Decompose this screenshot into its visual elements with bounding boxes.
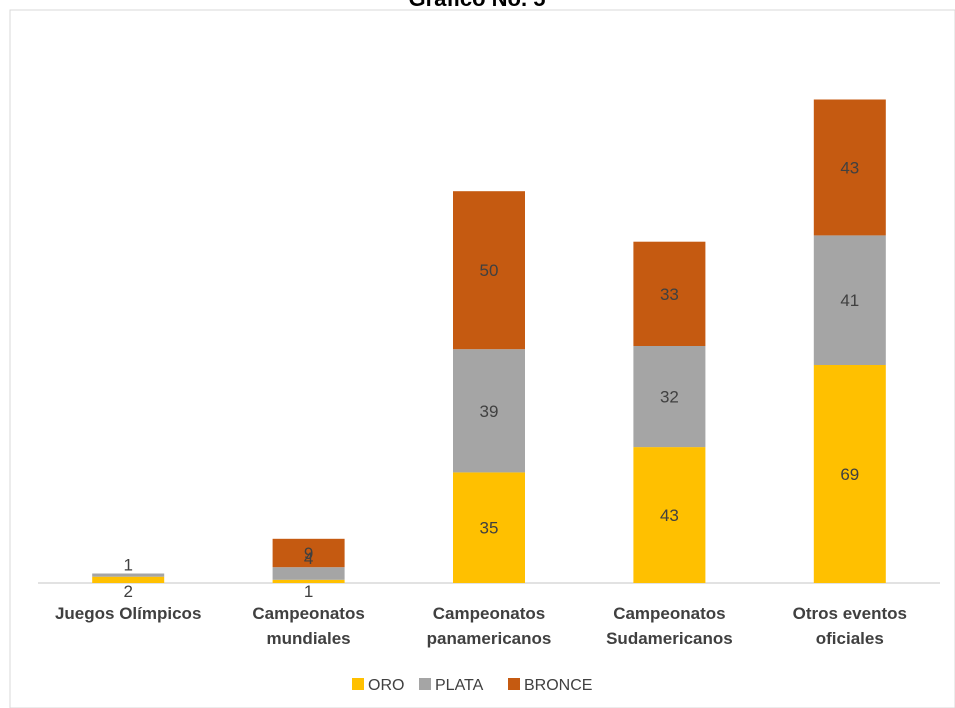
legend-swatch-plata — [419, 678, 431, 690]
bar-plata-0 — [92, 573, 165, 577]
chart-title: Gráfico No. 5 — [409, 0, 546, 11]
category-label-4: oficiales — [816, 629, 884, 648]
legend: ORO PLATA BRONCE — [352, 677, 592, 694]
data-labels-group: 2 1 1 49 35 39 50 43 32 33 69 41 43 — [123, 159, 859, 602]
data-label-plata-1: 4 — [304, 549, 313, 568]
data-label-oro-0: 2 — [123, 582, 132, 601]
data-label-bronce-1: 9 — [304, 544, 313, 563]
data-label-plata-3: 32 — [660, 388, 679, 407]
category-label-1: Campeonatos — [252, 604, 364, 623]
category-label-3: Campeonatos — [613, 604, 725, 623]
category-label-4: Otros eventos — [793, 604, 907, 623]
bar-oro-2 — [453, 472, 525, 583]
legend-label-plata: PLATA — [435, 677, 484, 694]
bar-bronce-1 — [272, 538, 345, 568]
data-label-bronce-3: 33 — [660, 285, 679, 304]
category-labels-group: Juegos Olímpicos Campeonatos mundiales Camp… — [55, 604, 907, 648]
data-label-plata-0: 1 — [123, 556, 132, 575]
bar-bronce-2 — [453, 191, 525, 350]
category-label-2: Campeonatos — [433, 604, 545, 623]
legend-swatch-bronce — [508, 678, 520, 690]
bar-plata-3 — [633, 346, 706, 448]
bar-oro-0 — [92, 576, 165, 583]
bar-oro-4 — [813, 365, 886, 583]
bar-oro-1 — [272, 579, 345, 583]
bar-bronce-3 — [633, 241, 706, 346]
legend-swatch-oro — [352, 678, 364, 690]
category-label-0: Juegos Olímpicos — [55, 604, 201, 623]
category-label-2: panamericanos — [427, 629, 552, 648]
legend-label-bronce: BRONCE — [524, 677, 592, 694]
bar-bronce-4 — [813, 99, 886, 236]
data-label-plata-2: 39 — [480, 402, 499, 421]
category-label-1: mundiales — [267, 629, 351, 648]
data-label-bronce-4: 43 — [840, 159, 859, 178]
data-label-plata-4: 41 — [840, 291, 859, 310]
bar-oro-3 — [633, 447, 706, 583]
data-label-oro-2: 35 — [480, 519, 499, 538]
data-label-bronce-2: 50 — [480, 261, 499, 280]
bars-group — [92, 99, 886, 583]
data-label-oro-1: 1 — [304, 582, 313, 601]
bar-plata-2 — [453, 349, 525, 473]
data-label-oro-3: 43 — [660, 506, 679, 525]
bar-plata-4 — [813, 235, 886, 365]
data-label-oro-4: 69 — [840, 465, 859, 484]
category-label-3: Sudamericanos — [606, 629, 733, 648]
bar-plata-1 — [272, 567, 345, 580]
legend-label-oro: ORO — [368, 677, 404, 694]
